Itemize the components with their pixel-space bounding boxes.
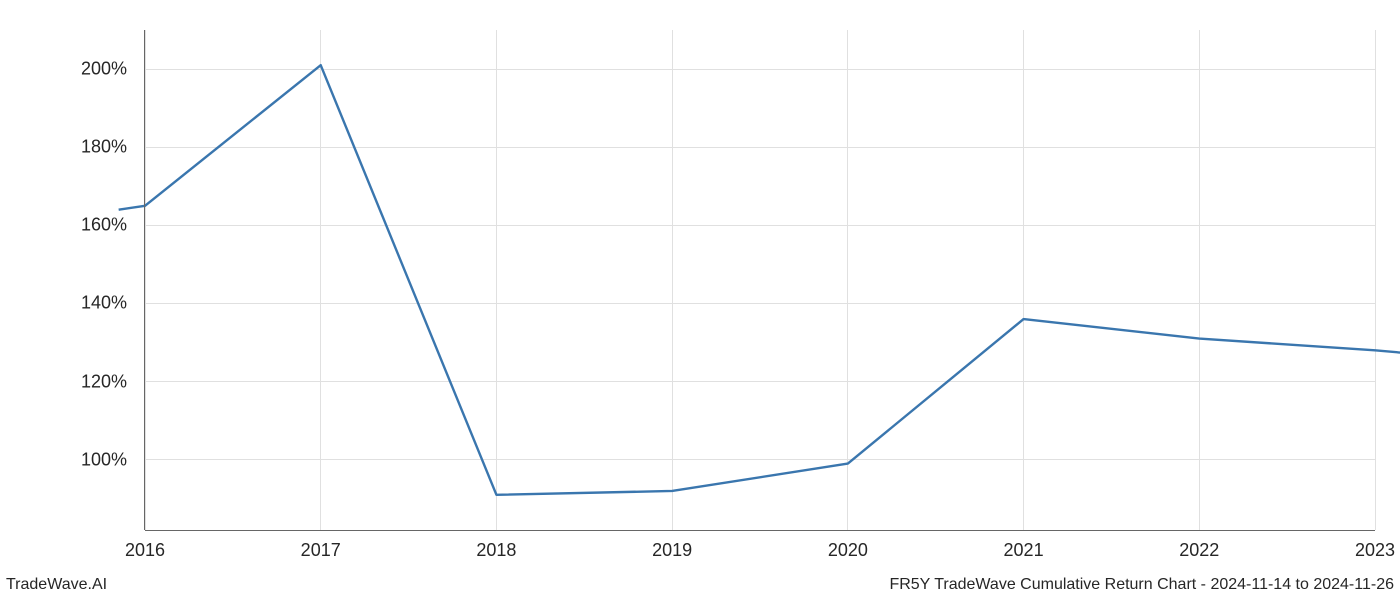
y-axis-line [144, 30, 145, 530]
footer-left-text: TradeWave.AI [6, 576, 107, 594]
x-tick-label: 2016 [125, 540, 165, 561]
line-layer [0, 0, 1400, 600]
y-tick-label: 180% [0, 137, 127, 158]
y-tick-label: 160% [0, 215, 127, 236]
y-tick-label: 140% [0, 293, 127, 314]
x-tick-label: 2022 [1179, 540, 1219, 561]
return-line [119, 65, 1400, 495]
x-tick-label: 2021 [1004, 540, 1044, 561]
y-tick-label: 120% [0, 371, 127, 392]
footer-right-text: FR5Y TradeWave Cumulative Return Chart -… [889, 576, 1394, 594]
x-tick-label: 2023 [1355, 540, 1395, 561]
x-tick-label: 2018 [476, 540, 516, 561]
x-tick-label: 2019 [652, 540, 692, 561]
y-tick-label: 100% [0, 449, 127, 470]
x-axis-line [145, 530, 1375, 531]
chart-container: 100% 120% 140% 160% 180% 200% 2016 2017 2018 2019… [0, 0, 1400, 600]
x-tick-label: 2020 [828, 540, 868, 561]
x-tick-label: 2017 [301, 540, 341, 561]
y-tick-label: 200% [0, 59, 127, 80]
